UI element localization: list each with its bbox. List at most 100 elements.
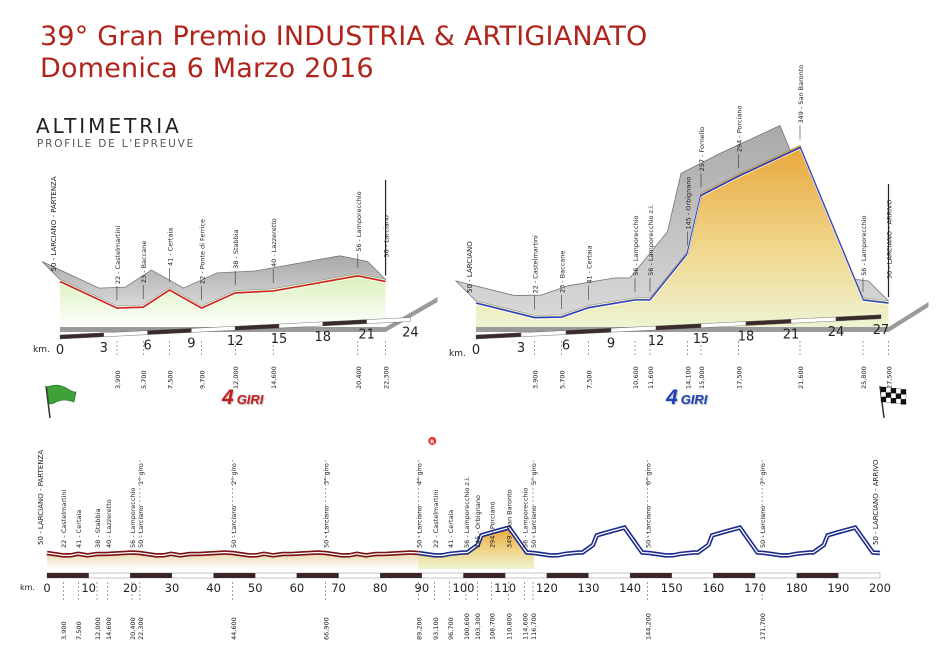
km-tick-label: 180 [786,581,808,595]
km-tick-label: 80 [373,581,388,595]
refuel-marker-icon [428,437,437,445]
km-ruler-segment [754,572,797,579]
waypoint-km-label: 17,500 [736,366,744,389]
km-ruler-segment [671,572,714,579]
km-ruler-segment [59,332,104,340]
km-tick-label: 24 [402,325,419,340]
race-km-label: 116,700 [530,613,538,640]
waypoint-label: 349 - San Baronto [797,65,805,124]
profile-line-highlight [59,277,386,311]
km-ruler-segment [171,572,214,579]
profile-line-highlight [475,148,889,320]
waypoint-label: 40 - Lazzeretto [270,218,278,267]
laps-label-blue: 4 GIRI [666,386,707,410]
flags [45,384,907,419]
km-tick-label: 70 [331,581,346,595]
flag-square [890,398,897,404]
section-title: ALTIMETRIA [36,114,182,138]
km-ruler-segment [835,314,882,322]
race-place-label: 50 - Larciano [230,506,238,548]
waypoint-km-label: 25,800 [860,366,868,389]
flag-square [895,398,902,404]
km-ruler-segment [463,572,506,579]
waypoint-km-label: 3,900 [114,370,122,389]
km-ruler-segment [421,572,464,579]
flag-square [895,393,902,399]
waypoint-km-label: 10,600 [632,366,640,389]
km-ruler-segment [130,572,173,579]
profile-front-face [476,145,889,327]
waypoint-km-label: 15,000 [698,366,706,389]
race-finish-label: 50 - LARCIANO - ARRIVO [872,459,880,545]
waypoint-km-label: 12,000 [232,366,240,389]
waypoint-label: 22 - Castelmartini [114,226,122,284]
waypoint-label: 41 - Certaia [167,228,175,266]
race-place-label: 22 - Castelmartini [60,490,68,548]
flag-square [885,397,892,403]
waypoint-km-label: 3,900 [532,370,540,389]
lap-marker-label: 5° giro [530,463,538,485]
race-place-label: 56 - Lamporecchio z.i. [463,476,471,548]
waypoint-label: 38 - Stabbia [232,229,240,268]
race-place-label: 50 - Larciano [137,506,145,548]
race-place-label: 41 - Certaia [447,510,455,548]
race-km-label: 171,700 [759,613,767,640]
laps-word: GIRI [236,392,264,407]
race-km-label: 110,800 [505,613,513,640]
checkered-flag-icon [879,385,907,419]
race-place-label: 41 - Certaia [75,510,83,548]
km-ruler-segment [296,572,339,579]
race-place-label: 349 - San Baronto [505,489,513,548]
race-place-label: 50 - Larciano [323,506,331,548]
km-ruler-segment [338,572,381,579]
waypoint-label: 50 - LARCIANO - PARTENZA [50,176,58,271]
waypoint-km-label: 14,100 [685,366,693,389]
waypoint-label: 41 - Certaia [586,245,594,283]
km-ruler-segment [504,572,547,579]
waypoint-label: 56 - Lamporecchio z.i. [647,204,655,276]
km-tick-label: 21 [358,328,375,343]
race-place-label: 56 - Lamporecchio [521,488,529,548]
lap-marker-label: 2° giro [230,463,238,485]
km-tick-label: 140 [619,581,641,595]
km-tick-label: 190 [827,581,849,595]
km-ruler-segment [255,572,298,579]
km-tick-label: 15 [693,332,710,347]
race-place-label: 22 - Castelmartini [432,490,440,548]
waypoint-km-label: 5,700 [140,370,148,389]
km-tick-label: 0 [472,343,480,358]
waypoint-label: 294 - Porciano [736,106,744,153]
km-tick-label: 60 [290,581,305,595]
km-tick-label: 30 [165,581,180,595]
km-tick-label: 0 [56,343,64,358]
race-km-label: 144,200 [645,613,653,640]
race-place-label: 40 - Lazzeretto [105,499,113,548]
km-ruler-segment [213,572,256,579]
race-km-label: 114,600 [521,613,529,640]
race-km-label: 89,200 [416,617,424,640]
km-tick-label: 3 [517,341,525,356]
lap-marker-label: 7° giro [759,463,767,485]
race-km-label: 96,700 [447,617,455,640]
flag-square [880,386,887,393]
flag-square [900,399,907,405]
race-place-label: 56 - Lamporecchio [129,488,137,548]
km-ruler-segment [380,572,423,579]
km-tick-label: 150 [661,581,683,595]
waypoint-label: 56 - Lamporecchio [355,191,363,251]
km-tick-label: 90 [415,581,430,595]
km-tick-label: 200 [869,581,891,595]
km-ruler-segment [475,332,522,340]
waypoint-label: 50 - LARCIANO [466,241,474,293]
laps-label-red: 4 GIRI [222,386,263,410]
flag-square [880,391,887,398]
flag-square [880,396,887,403]
waypoint-label: 23 - Baccane [140,241,148,283]
km-tick-label: 12 [648,334,665,349]
waypoint-label: 50 - LARCIANO - ARRIVO [886,200,894,279]
flag-square [885,387,892,393]
km-ruler-segment [46,572,89,579]
refuel-marker-text: R [430,440,435,446]
km-unit-label: km. [33,345,50,355]
